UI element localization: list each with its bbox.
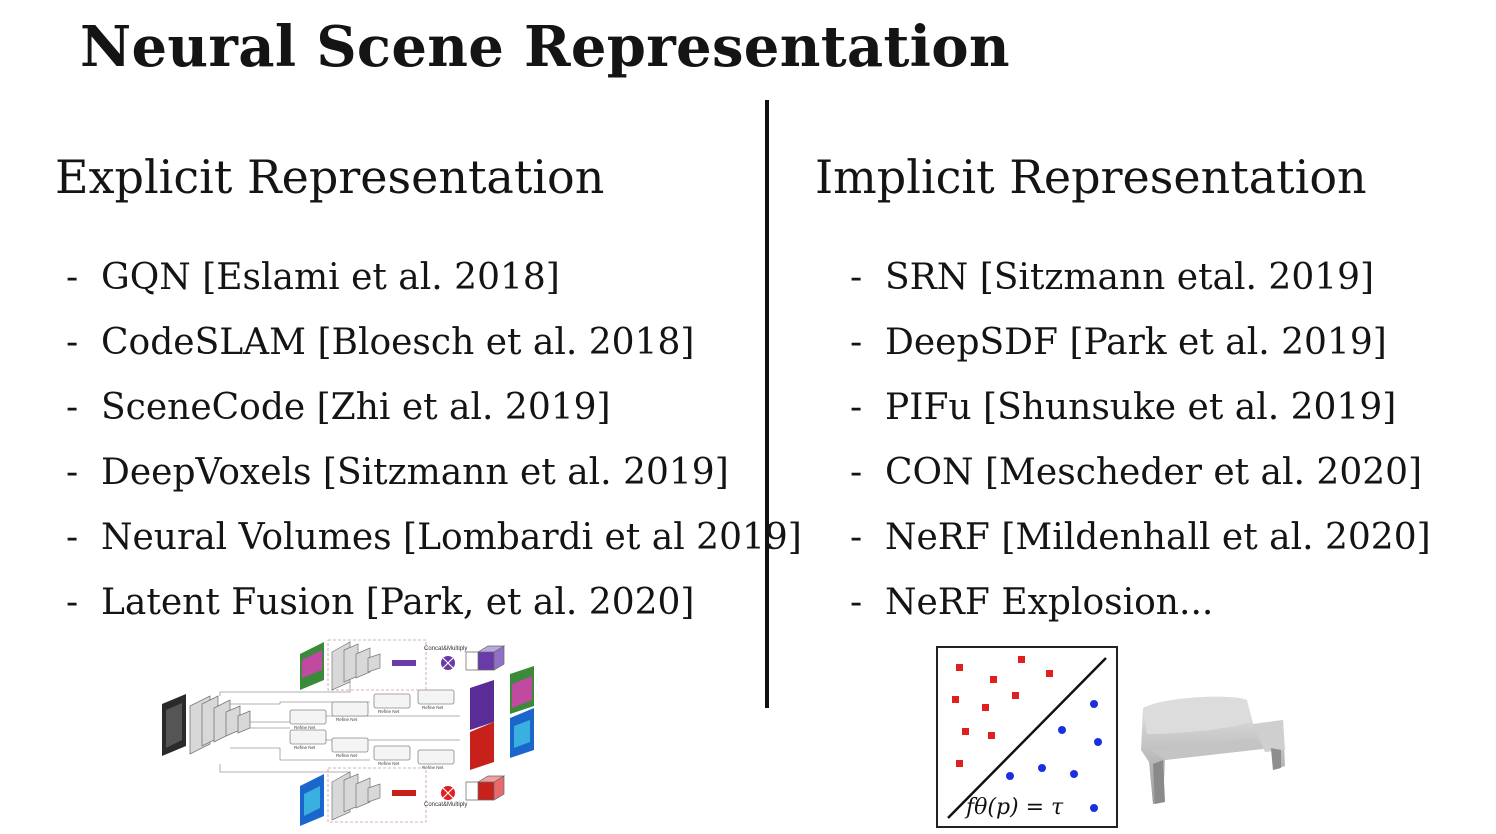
blue-point — [1094, 738, 1102, 746]
bullet-dash: - — [66, 452, 79, 493]
list-item-text: DeepVoxels [Sitzmann et al. 2019] — [101, 452, 729, 493]
bullet-dash: - — [66, 387, 79, 428]
input-image — [162, 694, 186, 756]
list-item: - Neural Volumes [Lombardi et al 2019] — [66, 510, 802, 575]
red-point — [1012, 692, 1019, 699]
blue-point — [1090, 700, 1098, 708]
function-equation: fθ(p) = τ — [964, 795, 1064, 820]
bullet-dash: - — [850, 257, 863, 298]
blue-points — [1006, 700, 1102, 812]
column-divider — [765, 100, 769, 708]
bullet-dash: - — [66, 582, 79, 623]
svg-text:Refine Net: Refine Net — [294, 725, 316, 730]
list-item-text: Neural Volumes [Lombardi et al 2019] — [101, 517, 802, 558]
red-point — [982, 704, 989, 711]
list-item-text: GQN [Eslami et al. 2018] — [101, 257, 560, 298]
decision-boundary-line — [947, 657, 1107, 819]
red-point — [956, 664, 963, 671]
svg-text:Refine Net: Refine Net — [422, 765, 444, 770]
list-item: - CON [Mescheder et al. 2020] — [850, 445, 1431, 510]
couch-render — [1141, 696, 1285, 804]
bullet-dash: - — [850, 517, 863, 558]
svg-text:Refine Net: Refine Net — [422, 705, 444, 710]
implicit-heading: Implicit Representation — [815, 150, 1367, 204]
top-branch: Concat&Multiply — [300, 639, 506, 691]
bottom-branch: Concat&Multiply — [300, 767, 506, 826]
encoder-blocks — [189, 695, 251, 755]
svg-text:Refine Net: Refine Net — [336, 753, 358, 758]
bullet-dash: - — [66, 517, 79, 558]
red-point — [952, 696, 959, 703]
concat-label-bottom: Concat&Multiply — [424, 802, 467, 808]
list-item: - DeepVoxels [Sitzmann et al. 2019] — [66, 445, 802, 510]
svg-text:Refine Net: Refine Net — [294, 745, 316, 750]
output-maps — [470, 666, 534, 770]
scenecode-architecture-diagram: Refine Net Refine Net Refine Net Refine … — [162, 639, 534, 826]
bullet-dash: - — [850, 387, 863, 428]
svg-text:Refine Net: Refine Net — [378, 761, 400, 766]
bullet-dash: - — [850, 322, 863, 363]
list-item: - DeepSDF [Park et al. 2019] — [850, 315, 1431, 380]
list-item: - SRN [Sitzmann etal. 2019] — [850, 250, 1431, 315]
list-item: - GQN [Eslami et al. 2018] — [66, 250, 802, 315]
bullet-dash: - — [66, 322, 79, 363]
slide-title: Neural Scene Representation — [80, 14, 1010, 80]
list-item: - PIFu [Shunsuke et al. 2019] — [850, 380, 1431, 445]
list-item-text: NeRF [Mildenhall et al. 2020] — [885, 517, 1431, 558]
list-item-text: NeRF Explosion... — [885, 582, 1214, 623]
list-item-text: PIFu [Shunsuke et al. 2019] — [885, 387, 1397, 428]
red-point — [990, 676, 997, 683]
list-item-text: CON [Mescheder et al. 2020] — [885, 452, 1423, 493]
blue-point — [1038, 764, 1046, 772]
svg-text:Refine Net: Refine Net — [336, 717, 358, 722]
list-item: - NeRF Explosion... — [850, 575, 1431, 640]
red-point — [1046, 670, 1053, 677]
red-point — [988, 732, 995, 739]
svg-text:Refine Net: Refine Net — [378, 709, 400, 714]
bullet-dash: - — [850, 582, 863, 623]
list-item: - SceneCode [Zhi et al. 2019] — [66, 380, 802, 445]
refine-net-labels: Refine Net Refine Net Refine Net Refine … — [294, 705, 444, 770]
list-item-text: SRN [Sitzmann etal. 2019] — [885, 257, 1375, 298]
implicit-list: - SRN [Sitzmann etal. 2019] - DeepSDF [Par… — [850, 250, 1431, 640]
red-point — [1018, 656, 1025, 663]
list-item: - NeRF [Mildenhall et al. 2020] — [850, 510, 1431, 575]
explicit-heading: Explicit Representation — [55, 150, 605, 204]
list-item: - CodeSLAM [Bloesch et al. 2018] — [66, 315, 802, 380]
list-item-text: SceneCode [Zhi et al. 2019] — [101, 387, 611, 428]
bullet-dash: - — [66, 257, 79, 298]
blue-point — [1006, 772, 1014, 780]
list-item-text: DeepSDF [Park et al. 2019] — [885, 322, 1387, 363]
list-item-text: Latent Fusion [Park, et al. 2020] — [101, 582, 695, 623]
concat-label-top: Concat&Multiply — [424, 646, 467, 652]
list-item: - Latent Fusion [Park, et al. 2020] — [66, 575, 802, 640]
list-item-text: CodeSLAM [Bloesch et al. 2018] — [101, 322, 695, 363]
blue-point — [1070, 770, 1078, 778]
red-points — [952, 656, 1053, 767]
blue-point — [1090, 804, 1098, 812]
red-point — [956, 760, 963, 767]
explicit-list: - GQN [Eslami et al. 2018] - CodeSLAM [Blo… — [66, 250, 802, 640]
blue-point — [1058, 726, 1066, 734]
bullet-dash: - — [850, 452, 863, 493]
red-point — [962, 728, 969, 735]
refine-net-boxes — [289, 689, 455, 765]
implicit-function-plot: fθ(p) = τ — [936, 646, 1118, 828]
